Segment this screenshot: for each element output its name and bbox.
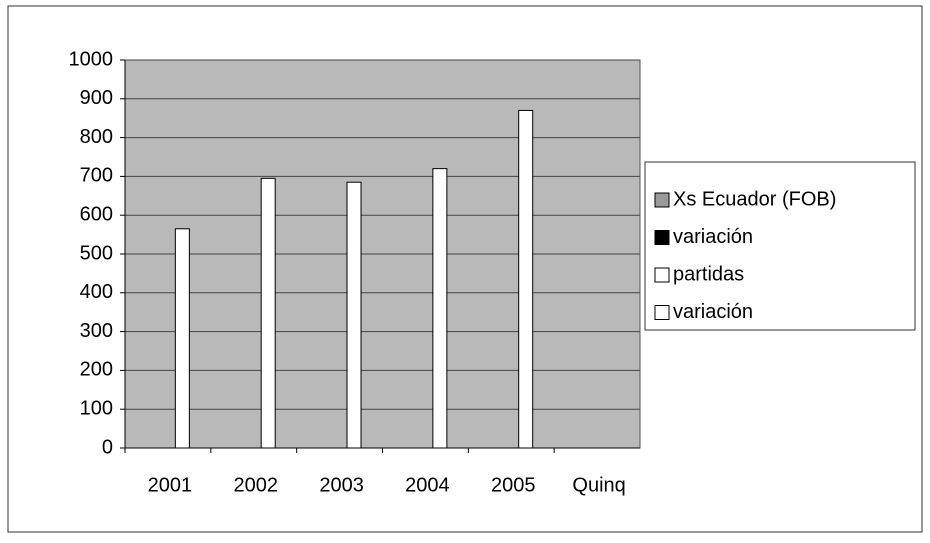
legend-swatch: [654, 305, 670, 320]
x-tick-label: Quinq: [572, 474, 625, 496]
legend-label: Xs Ecuador (FOB): [673, 188, 836, 210]
bar: [432, 168, 448, 449]
bar: [518, 109, 534, 449]
legend-box: [644, 161, 916, 331]
y-tick-label: 400: [80, 281, 113, 303]
bar: [346, 181, 362, 449]
x-tick-label: 2002: [234, 474, 279, 496]
y-tick-label: 0: [102, 436, 113, 458]
y-tick-label: 500: [80, 242, 113, 264]
y-tick-label: 200: [80, 359, 113, 381]
legend-swatch: [654, 192, 670, 208]
legend-swatch: [654, 267, 670, 283]
y-tick-label: 300: [80, 320, 113, 342]
legend-swatch: [654, 230, 670, 245]
y-tick-label: 100: [80, 397, 113, 419]
legend-label: partidas: [673, 263, 744, 285]
y-tick-label: 700: [80, 165, 113, 187]
y-tick-label: 800: [80, 126, 113, 148]
y-tick-label: 1000: [69, 48, 114, 70]
y-tick-label: 900: [80, 87, 113, 109]
legend-label: variación: [673, 301, 753, 323]
x-tick-label: 2003: [319, 474, 364, 496]
legend-label: variación: [673, 226, 753, 248]
y-tick-label: 600: [80, 203, 113, 225]
bar: [174, 228, 190, 449]
x-tick-label: 2004: [405, 474, 450, 496]
x-tick-label: 2001: [148, 474, 193, 496]
x-tick-label: 2005: [491, 474, 536, 496]
bar: [260, 177, 276, 449]
